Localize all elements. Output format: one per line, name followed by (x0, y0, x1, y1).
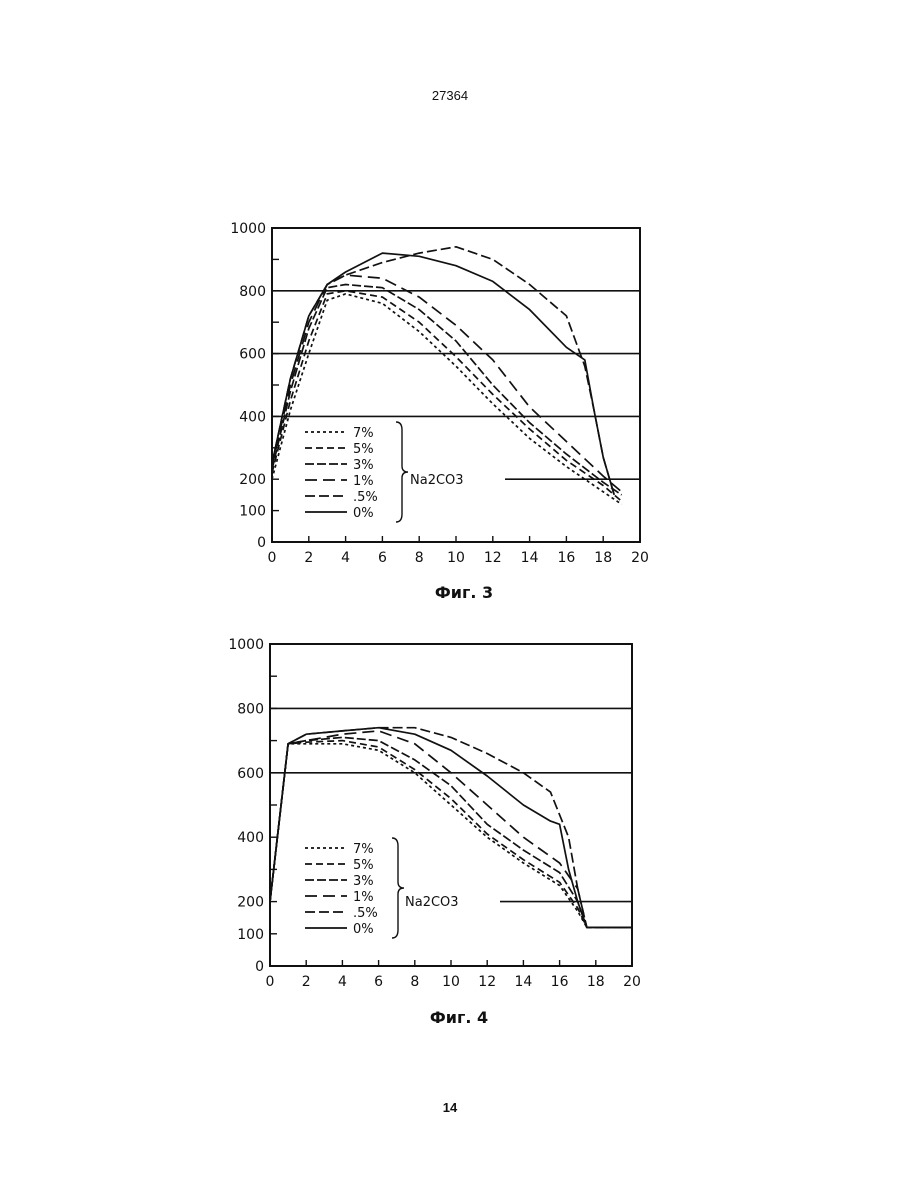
page-number-bottom: 14 (0, 1100, 900, 1115)
x-tick-label: 0 (266, 974, 275, 990)
x-tick-label: 4 (338, 974, 347, 990)
legend-label: .5% (353, 906, 378, 921)
legend-label: 3% (353, 874, 374, 889)
legend: 7%5%3%1%.5%0% Na2CO3 (305, 838, 459, 938)
y-tick-label: 200 (239, 472, 266, 488)
y-tick-label: 600 (237, 766, 264, 782)
y-tick-label: 1000 (230, 221, 266, 237)
x-tick-label: 4 (341, 550, 350, 566)
series-line-1pct (272, 275, 622, 492)
y-tick-label: 800 (239, 284, 266, 300)
legend: 7%5%3%1%.5%0% Na2CO3 (305, 422, 464, 522)
x-tick-label: 16 (557, 550, 575, 566)
figure-caption: Фиг. 4 (430, 1008, 488, 1027)
y-tick-label: 400 (239, 409, 266, 425)
legend-brace (392, 838, 404, 938)
y-tick-label: 100 (237, 927, 264, 943)
legend-label: 0% (353, 506, 374, 521)
x-tick-label: 6 (374, 974, 383, 990)
y-tick-label: 0 (257, 535, 266, 551)
series-line-0pct (272, 253, 614, 495)
x-tick-label: 20 (631, 550, 649, 566)
y-tick-label: 800 (237, 701, 264, 717)
x-tick-label: 14 (521, 550, 539, 566)
legend-label: 7% (353, 426, 374, 441)
y-tick-label: 1000 (228, 637, 264, 653)
x-tick-label: 8 (410, 974, 419, 990)
chart-4: 0 100 200 400 600 800 1000 0 2 4 6 8 10 12 14 16 18 20 7%5… (228, 637, 641, 1027)
x-tick-label: 8 (415, 550, 424, 566)
x-tick-label: 10 (442, 974, 460, 990)
x-tick-label: 10 (447, 550, 465, 566)
x-tick-label: 18 (587, 974, 605, 990)
figure-caption: Фиг. 3 (435, 583, 493, 602)
legend-label: 1% (353, 474, 374, 489)
x-tick-label: 20 (623, 974, 641, 990)
y-tick-label: 0 (255, 959, 264, 975)
x-tick-label: 18 (594, 550, 612, 566)
y-tick-label: 200 (237, 895, 264, 911)
plot-frame (272, 228, 640, 542)
x-tick-label: 14 (514, 974, 532, 990)
x-tick-label: 2 (302, 974, 311, 990)
x-tick-label: 16 (551, 974, 569, 990)
legend-group-label: Na2CO3 (405, 895, 459, 910)
x-tick-label: 12 (478, 974, 496, 990)
x-tick-label: 12 (484, 550, 502, 566)
legend-label: 5% (353, 858, 374, 873)
legend-label: .5% (353, 490, 378, 505)
legend-label: 1% (353, 890, 374, 905)
y-tick-label: 400 (237, 830, 264, 846)
legend-group-label: Na2CO3 (410, 473, 464, 488)
x-tick-label: 0 (268, 550, 277, 566)
legend-label: 3% (353, 458, 374, 473)
legend-brace (396, 422, 408, 522)
x-tick-label: 2 (304, 550, 313, 566)
legend-label: 7% (353, 842, 374, 857)
legend-label: 0% (353, 922, 374, 937)
y-tick-label: 100 (239, 504, 266, 520)
x-tick-label: 6 (378, 550, 387, 566)
legend-label: 5% (353, 442, 374, 457)
plot-frame (270, 644, 632, 966)
y-tick-label: 600 (239, 347, 266, 363)
chart-3: 0 100 200 400 600 800 1000 0 2 4 6 8 10 12 14 16 18 20 7%5… (230, 221, 649, 602)
